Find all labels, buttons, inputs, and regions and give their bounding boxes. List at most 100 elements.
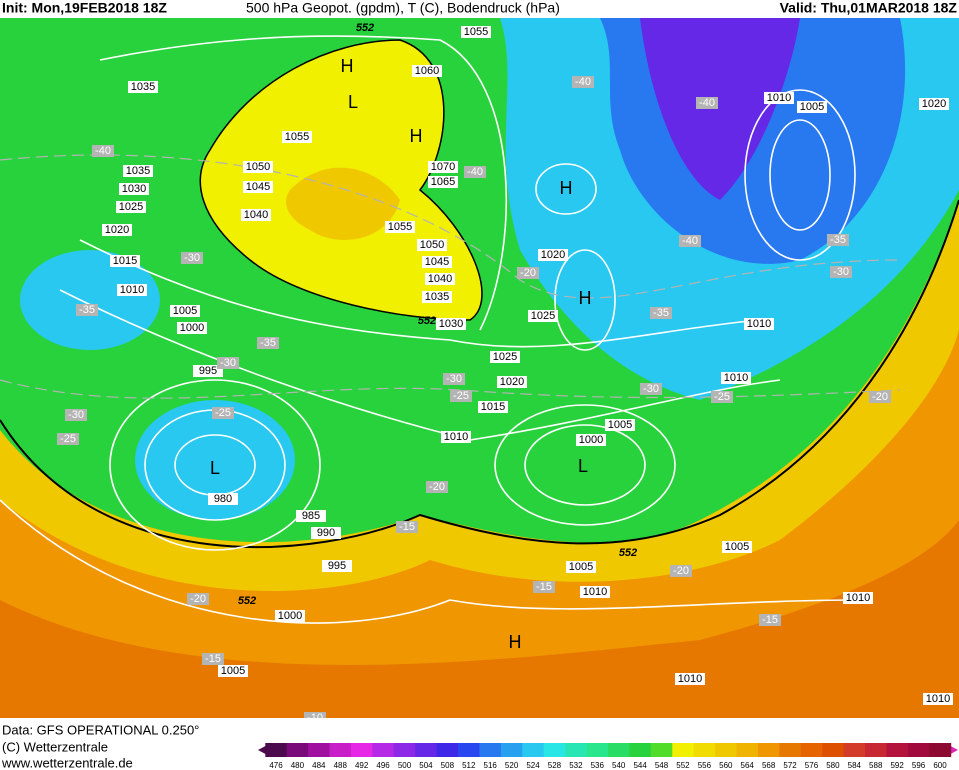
isobar-label: 1025 (531, 310, 555, 322)
isobar-label-box (923, 693, 953, 705)
valid-time: Valid: Thu,01MAR2018 18Z (780, 0, 958, 16)
header-bar (0, 0, 959, 18)
temperature-label: -20 (520, 267, 536, 279)
colorbar-swatch (415, 743, 438, 757)
isobar-label: 1060 (415, 65, 439, 77)
isobar-label-box (322, 560, 352, 572)
colorbar-swatch (479, 743, 502, 757)
isobar-label: 1020 (922, 98, 946, 110)
isobar-label: 1000 (278, 610, 302, 622)
colorbar-swatch (522, 743, 545, 757)
isobar-label: 980 (214, 493, 232, 505)
isobar-label-box (243, 161, 273, 173)
isobar-label: 1030 (439, 318, 463, 330)
isobar-label: 1000 (180, 322, 204, 334)
isobar-label-box (193, 365, 223, 377)
isobar-label-box (497, 376, 527, 388)
colorbar-label: 592 (890, 761, 904, 770)
isobar-label-box (412, 65, 442, 77)
temperature-label-box (696, 97, 718, 109)
isobar-label: 1000 (579, 434, 603, 446)
isobar-label: 1005 (569, 561, 593, 573)
isobar-label-box (675, 673, 705, 685)
isobar-label: 990 (317, 527, 335, 539)
pressure-center: H (509, 632, 522, 652)
init-time: Init: Mon,19FEB2018 18Z (2, 0, 167, 16)
isobar-label: 1005 (608, 419, 632, 431)
temperature-label: -20 (190, 593, 206, 605)
temperature-label-box (640, 383, 662, 395)
copyright: (C) Wetterzentrale (2, 739, 108, 754)
isobar-label: 1025 (119, 201, 143, 213)
isobar-label: 1010 (444, 431, 468, 443)
isobars (0, 35, 861, 624)
isobar-label-box (422, 291, 452, 303)
colorbar-swatch (350, 743, 373, 757)
isobar-label: 1020 (105, 224, 129, 236)
isobar-label: 1010 (724, 372, 748, 384)
temperature-label: -15 (536, 581, 552, 593)
colorbar-swatch (458, 743, 480, 757)
colorbar-label: 580 (826, 761, 840, 770)
colorbar-label: 600 (933, 761, 947, 770)
isobar-label: 1045 (246, 181, 270, 193)
colorbar-swatch (843, 743, 866, 757)
isotherms (0, 154, 901, 399)
colorbar: 476 480 484 488 492 496 500 504 508 512 516 520 524 5… (265, 743, 952, 770)
colorbar-swatch (672, 743, 695, 757)
isobar-label: 1030 (122, 183, 146, 195)
isobar-label-box (116, 201, 146, 213)
temperature-label: -30 (220, 357, 236, 369)
isobar-label: 1015 (113, 255, 137, 267)
colorbar-label: 588 (869, 761, 883, 770)
isobar-label-box (538, 249, 568, 261)
isobar-label-box (311, 527, 341, 539)
temperature-label: -30 (68, 409, 84, 421)
temperature-label: -30 (833, 266, 849, 278)
temperature-label-box (57, 433, 79, 445)
isobar-label: 1020 (500, 376, 524, 388)
temperature-label-box (443, 373, 465, 385)
temperature-label-box (830, 266, 852, 278)
temperature-label-box (396, 521, 418, 533)
colorbar-swatch (586, 743, 609, 757)
colorbar-label: 576 (805, 761, 819, 770)
isobar-label: 1065 (431, 176, 455, 188)
temperature-label: -40 (699, 97, 715, 109)
temperature-label: -35 (830, 234, 846, 246)
temperature-label-box (450, 390, 472, 402)
isobar-label-box (425, 273, 455, 285)
isobar-label-box (282, 131, 312, 143)
colorbar-label: 584 (848, 761, 862, 770)
contour-552-label: 552 (356, 22, 374, 34)
temperature-label: -30 (184, 252, 200, 264)
isobar-label: 1010 (767, 92, 791, 104)
isobar-label: 1070 (431, 161, 455, 173)
isobar-label: 1035 (126, 165, 150, 177)
temperature-label-box (181, 252, 203, 264)
colorbar-swatch (372, 743, 395, 757)
pressure-center: H (341, 56, 354, 76)
colorbar-label: 484 (312, 761, 326, 770)
colorbar-label: 516 (484, 761, 498, 770)
temperature-label-box (679, 235, 701, 247)
temperature-label: -25 (215, 407, 231, 419)
colorbar-label: 492 (355, 761, 369, 770)
website: www.wetterzentrale.de (1, 755, 133, 770)
pressure-center: L (348, 92, 358, 112)
isobar-label: 1010 (747, 318, 771, 330)
temperature-label-box (759, 614, 781, 626)
colorbar-swatch (865, 743, 887, 757)
isobar-label-box (117, 284, 147, 296)
temperature-label-box (711, 391, 733, 403)
isobar-label-box (177, 322, 207, 334)
isobar-label: 1020 (541, 249, 565, 261)
colorbar-label: 540 (612, 761, 626, 770)
isobar-label: 1015 (481, 401, 505, 413)
isobar-label-box (241, 209, 271, 221)
colorbar-swatch (286, 743, 309, 757)
colorbar-label: 528 (548, 761, 562, 770)
isobar-label: 1035 (425, 291, 449, 303)
isobar-label: 1005 (173, 305, 197, 317)
